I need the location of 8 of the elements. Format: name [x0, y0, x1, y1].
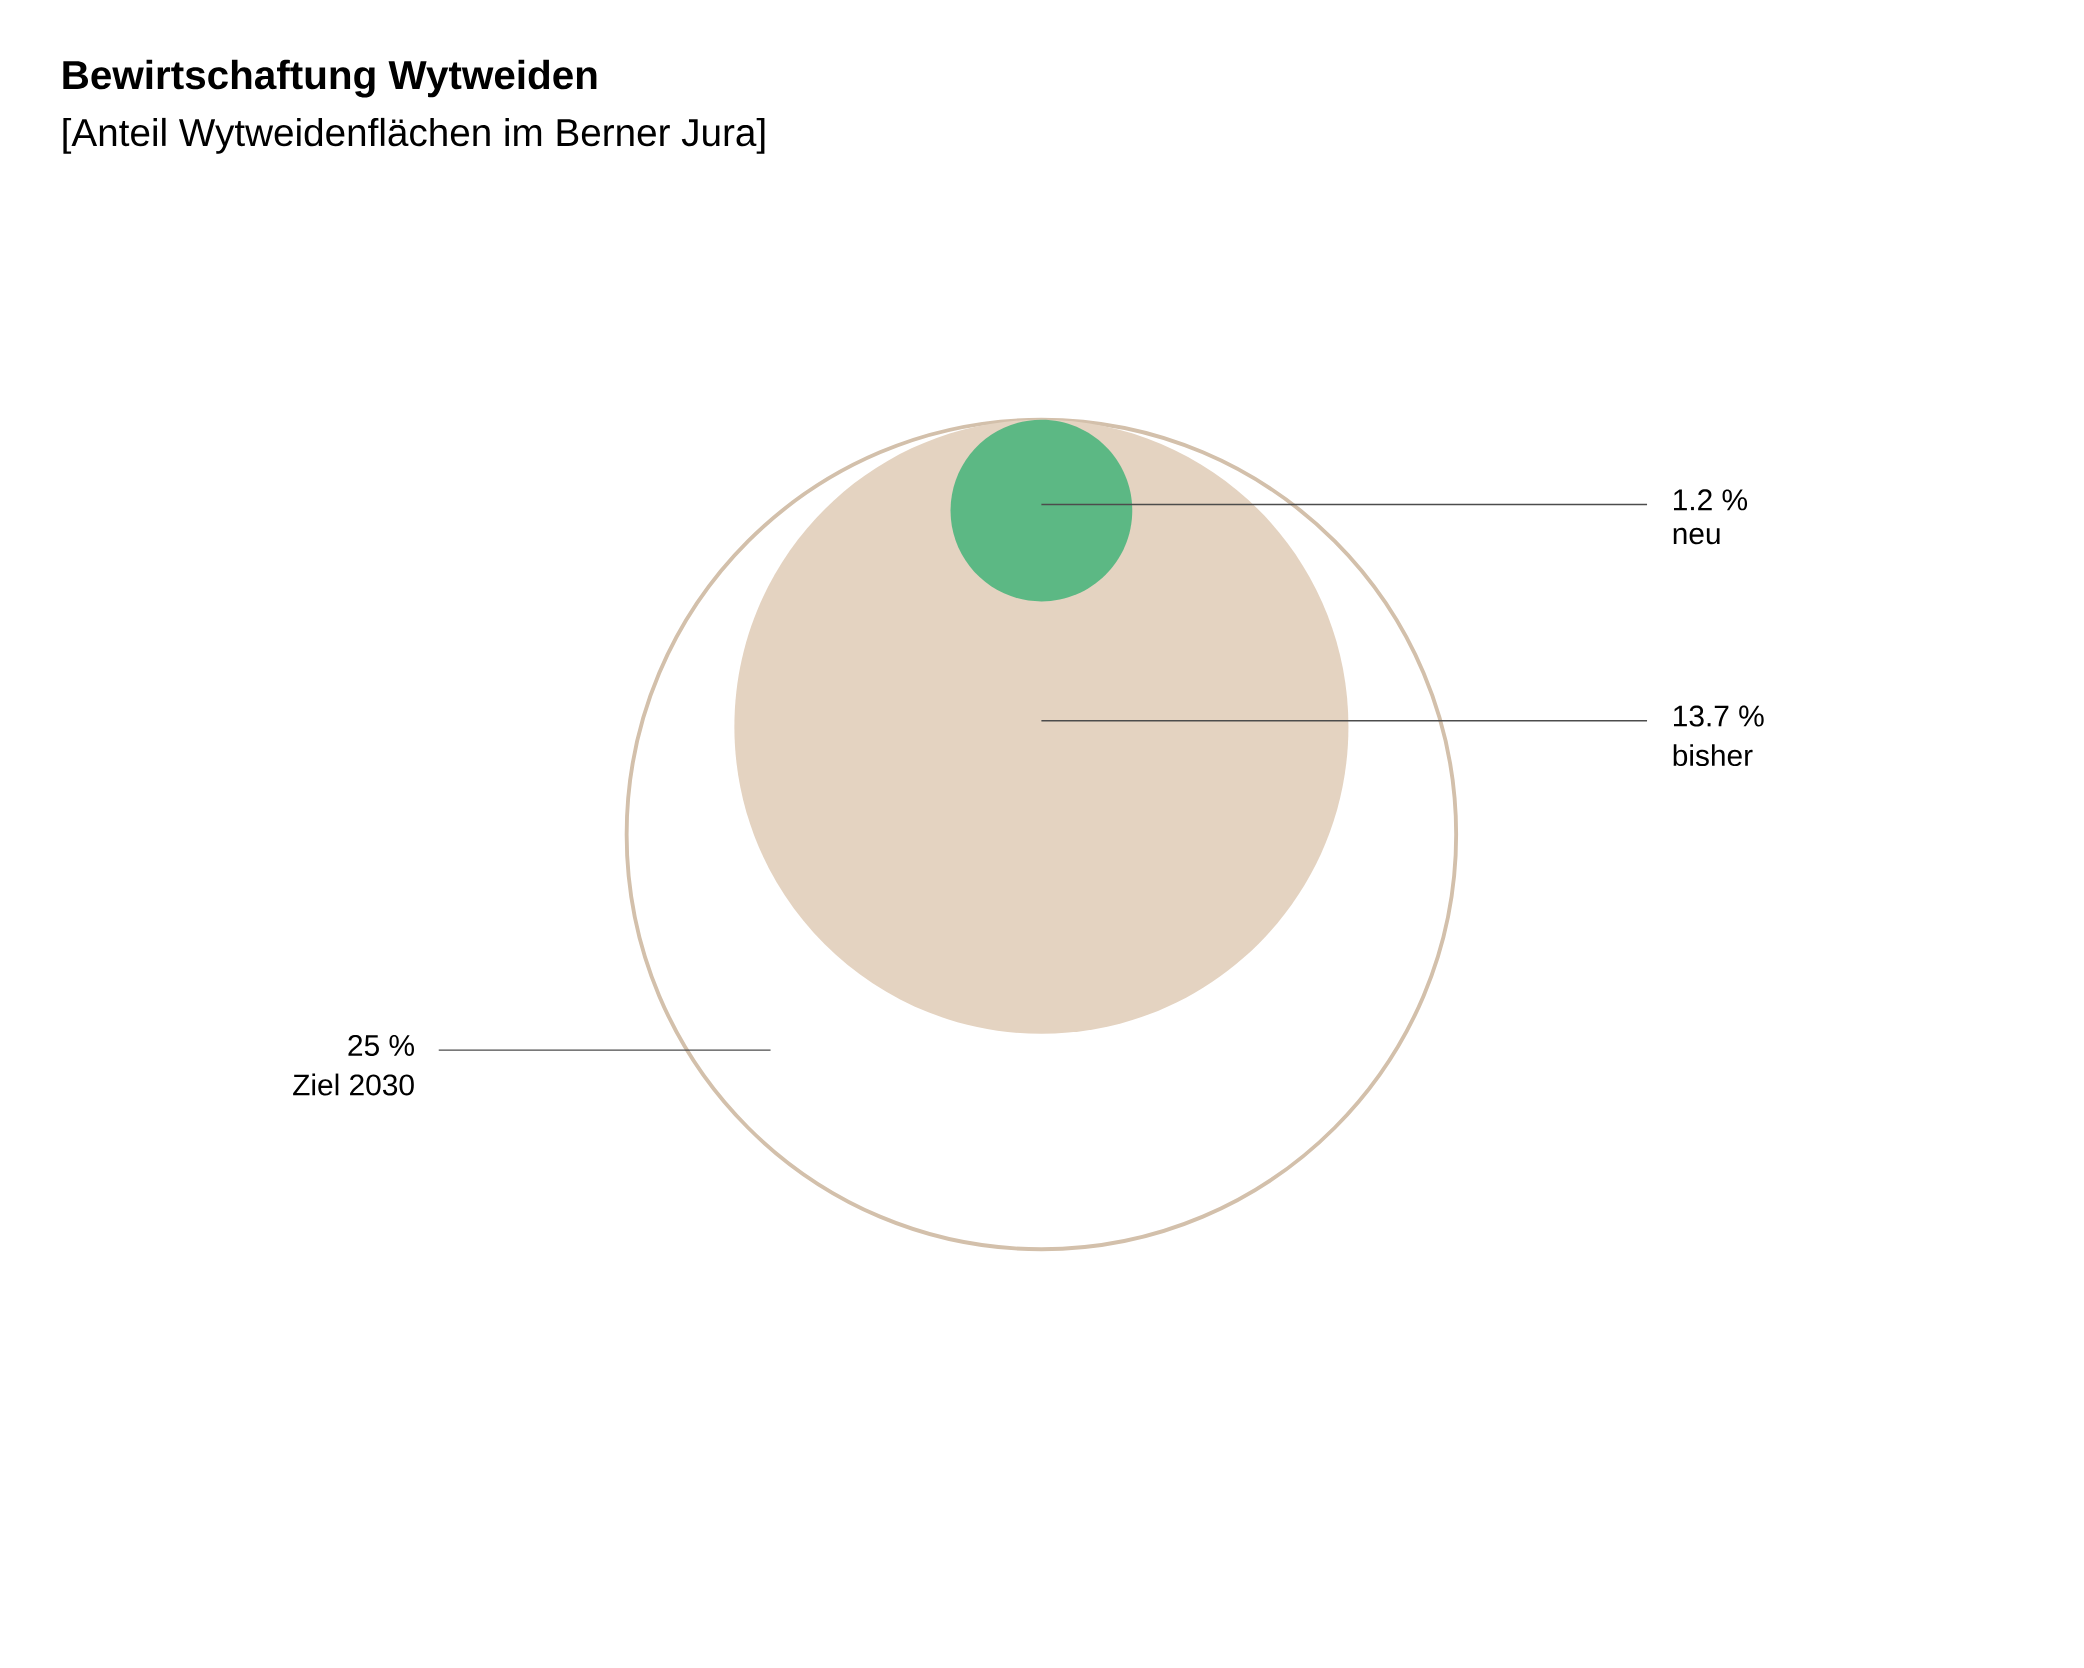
data-label: 13.7 % [1674, 705, 1764, 727]
category-label: bisher [1673, 744, 1753, 767]
text: [Anteil Wytweidenflächen im Berner Jura] [63, 117, 765, 154]
data-label: 25 % [348, 1034, 414, 1056]
category-label: Ziel 2030 [293, 1073, 414, 1096]
data-label: 1.2 % [1674, 489, 1748, 511]
category-label: neu [1673, 527, 1720, 545]
text: Bewirtschaftung Wytweiden [63, 59, 597, 98]
